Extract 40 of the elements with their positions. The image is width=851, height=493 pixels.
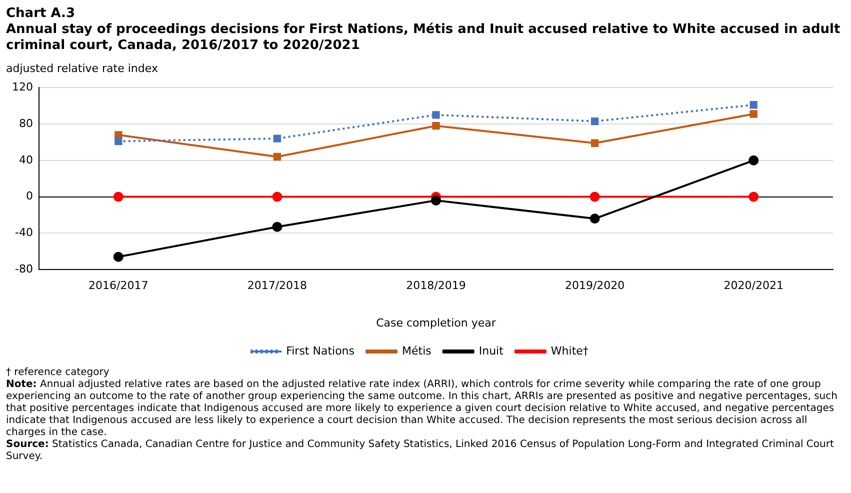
x-tick-label: 2017/2018 bbox=[247, 279, 308, 292]
legend-label: Métis bbox=[402, 344, 432, 358]
y-tick-label: -80 bbox=[15, 262, 33, 276]
x-tick-label: 2019/2020 bbox=[564, 279, 625, 292]
point bbox=[750, 101, 758, 109]
y-tick-label: 80 bbox=[18, 116, 33, 130]
y-axis-title: adjusted relative rate index bbox=[6, 62, 159, 75]
point bbox=[590, 214, 600, 224]
x-axis-title: Case completion year bbox=[376, 316, 496, 330]
y-tick-label: 120 bbox=[12, 80, 33, 94]
source-note: Source: Statistics Canada, Canadian Centre for Justice and Community Safety Statistics, Linked 2016 Census of Population Long-Form and Integrated Criminal Court Survey. bbox=[6, 439, 835, 463]
point bbox=[590, 139, 599, 147]
point bbox=[750, 110, 758, 118]
x-tick-label: 2016/2017 bbox=[88, 279, 148, 292]
point bbox=[748, 155, 759, 166]
point bbox=[273, 134, 282, 142]
chart-subtitle: Annual stay of proceedings decisions for First Nations, Métis and Inuit accused relative to White accused in adult criminal court, Canada, 2016/2017 to 2020/2021 bbox=[6, 22, 842, 54]
point bbox=[432, 122, 440, 130]
point bbox=[431, 195, 441, 206]
legend-label: White† bbox=[550, 344, 589, 358]
y-tick-label: -40 bbox=[15, 226, 33, 240]
text: † reference category bbox=[6, 367, 110, 379]
x-tick-label: 2018/2019 bbox=[406, 279, 466, 292]
text: Note: Annual adjusted relative rates are based on the adjusted relative rate index (ARRI), which controls for crime severity while comparing the rate of one group experiencing an outcome to the rate of another group experiencing the same outcome. In this chart, ARRIs are presented as positive and negative percentages, such that positive percentages indicate that Indigenous accused are more likely to experience a given court decision relative to White accused, and negative percentages indicate that Indigenous accused are less likely to experience a court decision than White accused. The decision represents the most serious decision across all charges in the case. bbox=[6, 379, 838, 439]
y-tick-label: 0 bbox=[26, 190, 33, 203]
point bbox=[272, 222, 282, 232]
x-tick-label: 2020/2021 bbox=[724, 279, 784, 292]
point bbox=[590, 192, 600, 202]
point bbox=[113, 192, 124, 202]
point bbox=[273, 152, 282, 161]
point bbox=[272, 192, 282, 202]
point bbox=[432, 111, 440, 119]
chart-title: Chart A.3 bbox=[6, 6, 76, 22]
point bbox=[114, 137, 122, 146]
point bbox=[113, 252, 124, 262]
legend-label: Inuit bbox=[478, 344, 504, 358]
point bbox=[748, 192, 759, 202]
y-tick-label: 40 bbox=[18, 153, 33, 166]
point bbox=[590, 117, 599, 126]
legend-label: First Nations bbox=[286, 344, 355, 358]
